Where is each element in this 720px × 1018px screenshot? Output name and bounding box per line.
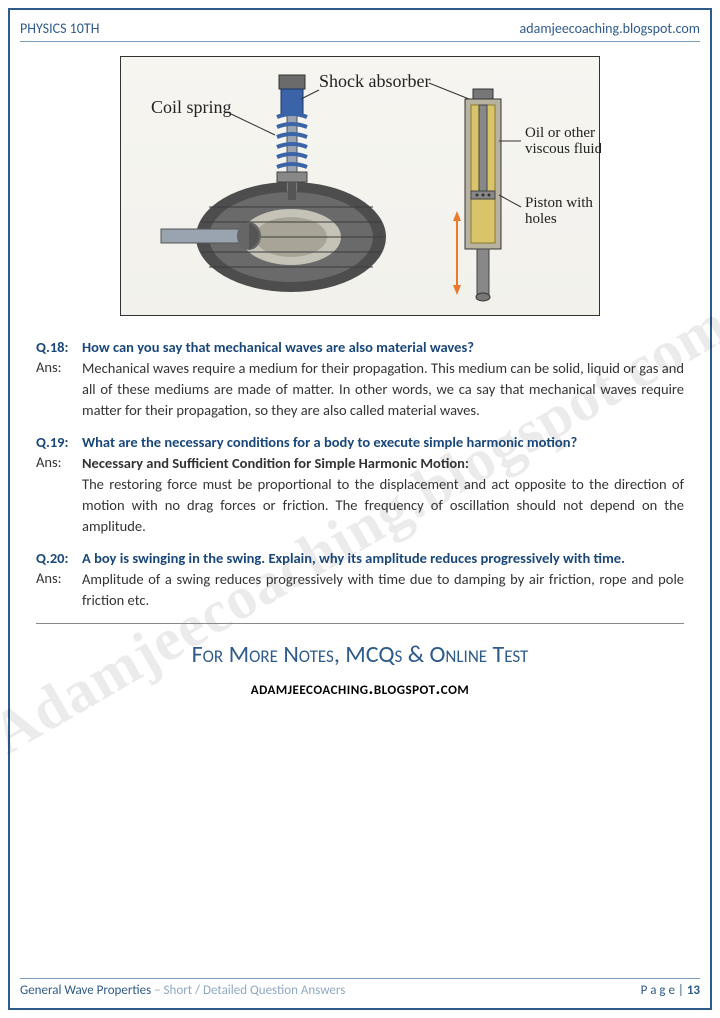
q18-question: How can you say that mechanical waves ar… bbox=[82, 338, 684, 356]
label-coil-spring: Coil spring bbox=[151, 97, 232, 117]
label-oil-2: viscous fluid bbox=[525, 141, 601, 157]
footer-page: P a g e | 13 bbox=[641, 983, 700, 998]
footer-title: General Wave Properties bbox=[20, 983, 151, 998]
qa-block-20: Q.20: A boy is swinging in the swing. Ex… bbox=[36, 549, 684, 611]
label-piston-1: Piston with bbox=[525, 195, 593, 211]
leader-coil-spring bbox=[229, 113, 275, 135]
footer-subtitle: – Short / Detailed Question Answers bbox=[151, 983, 345, 998]
q19-question: What are the necessary conditions for a … bbox=[82, 433, 684, 451]
q20-answer: Amplitude of a swing reduces progressive… bbox=[82, 569, 684, 611]
site-url-big: adamjeecoaching.blogspot.com bbox=[36, 677, 684, 699]
leader-shock-1 bbox=[301, 90, 319, 99]
diagram-svg: Coil spring Shock absorber bbox=[121, 57, 601, 317]
label-oil-1: Oil or other bbox=[525, 125, 595, 141]
q18-number: Q.18: bbox=[36, 338, 82, 356]
section-divider bbox=[36, 623, 684, 624]
footer-page-num: 13 bbox=[687, 983, 700, 998]
page-header: PHYSICS 10TH adamjeecoaching.blogspot.co… bbox=[20, 20, 700, 42]
q19-answer: Necessary and Sufficient Condition for S… bbox=[82, 453, 684, 537]
header-left: PHYSICS 10TH bbox=[20, 20, 99, 37]
q20-ans-label: Ans: bbox=[36, 569, 82, 611]
arrow-up-icon bbox=[453, 211, 461, 221]
label-piston-2: holes bbox=[525, 211, 557, 227]
page-content: Coil spring Shock absorber bbox=[36, 56, 684, 978]
page-footer: General Wave Properties – Short / Detail… bbox=[20, 978, 700, 998]
arrow-down-icon bbox=[453, 285, 461, 295]
qa-block-18: Q.18: How can you say that mechanical wa… bbox=[36, 338, 684, 421]
strut-assembly bbox=[277, 75, 307, 200]
q19-number: Q.19: bbox=[36, 433, 82, 451]
absorber-cutaway bbox=[453, 89, 501, 301]
footer-left: General Wave Properties – Short / Detail… bbox=[20, 983, 345, 998]
footer-page-label: P a g e | bbox=[641, 983, 687, 998]
q19-ans-label: Ans: bbox=[36, 453, 82, 537]
leader-piston bbox=[499, 195, 521, 207]
qa-block-19: Q.19: What are the necessary conditions … bbox=[36, 433, 684, 537]
q18-ans-label: Ans: bbox=[36, 358, 82, 421]
q19-answer-body: The restoring force must be proportional… bbox=[82, 475, 684, 535]
q20-question: A boy is swinging in the swing. Explain,… bbox=[82, 549, 684, 567]
q19-answer-heading: Necessary and Sufficient Condition for S… bbox=[82, 454, 469, 472]
q18-answer: Mechanical waves require a medium for th… bbox=[82, 358, 684, 421]
header-right: adamjeecoaching.blogspot.com bbox=[520, 20, 700, 37]
q20-number: Q.20: bbox=[36, 549, 82, 567]
more-notes-heading: For More Notes, MCQs & Online Test bbox=[36, 640, 684, 669]
label-shock-absorber: Shock absorber bbox=[319, 71, 430, 91]
shock-absorber-diagram: Coil spring Shock absorber bbox=[120, 56, 600, 316]
